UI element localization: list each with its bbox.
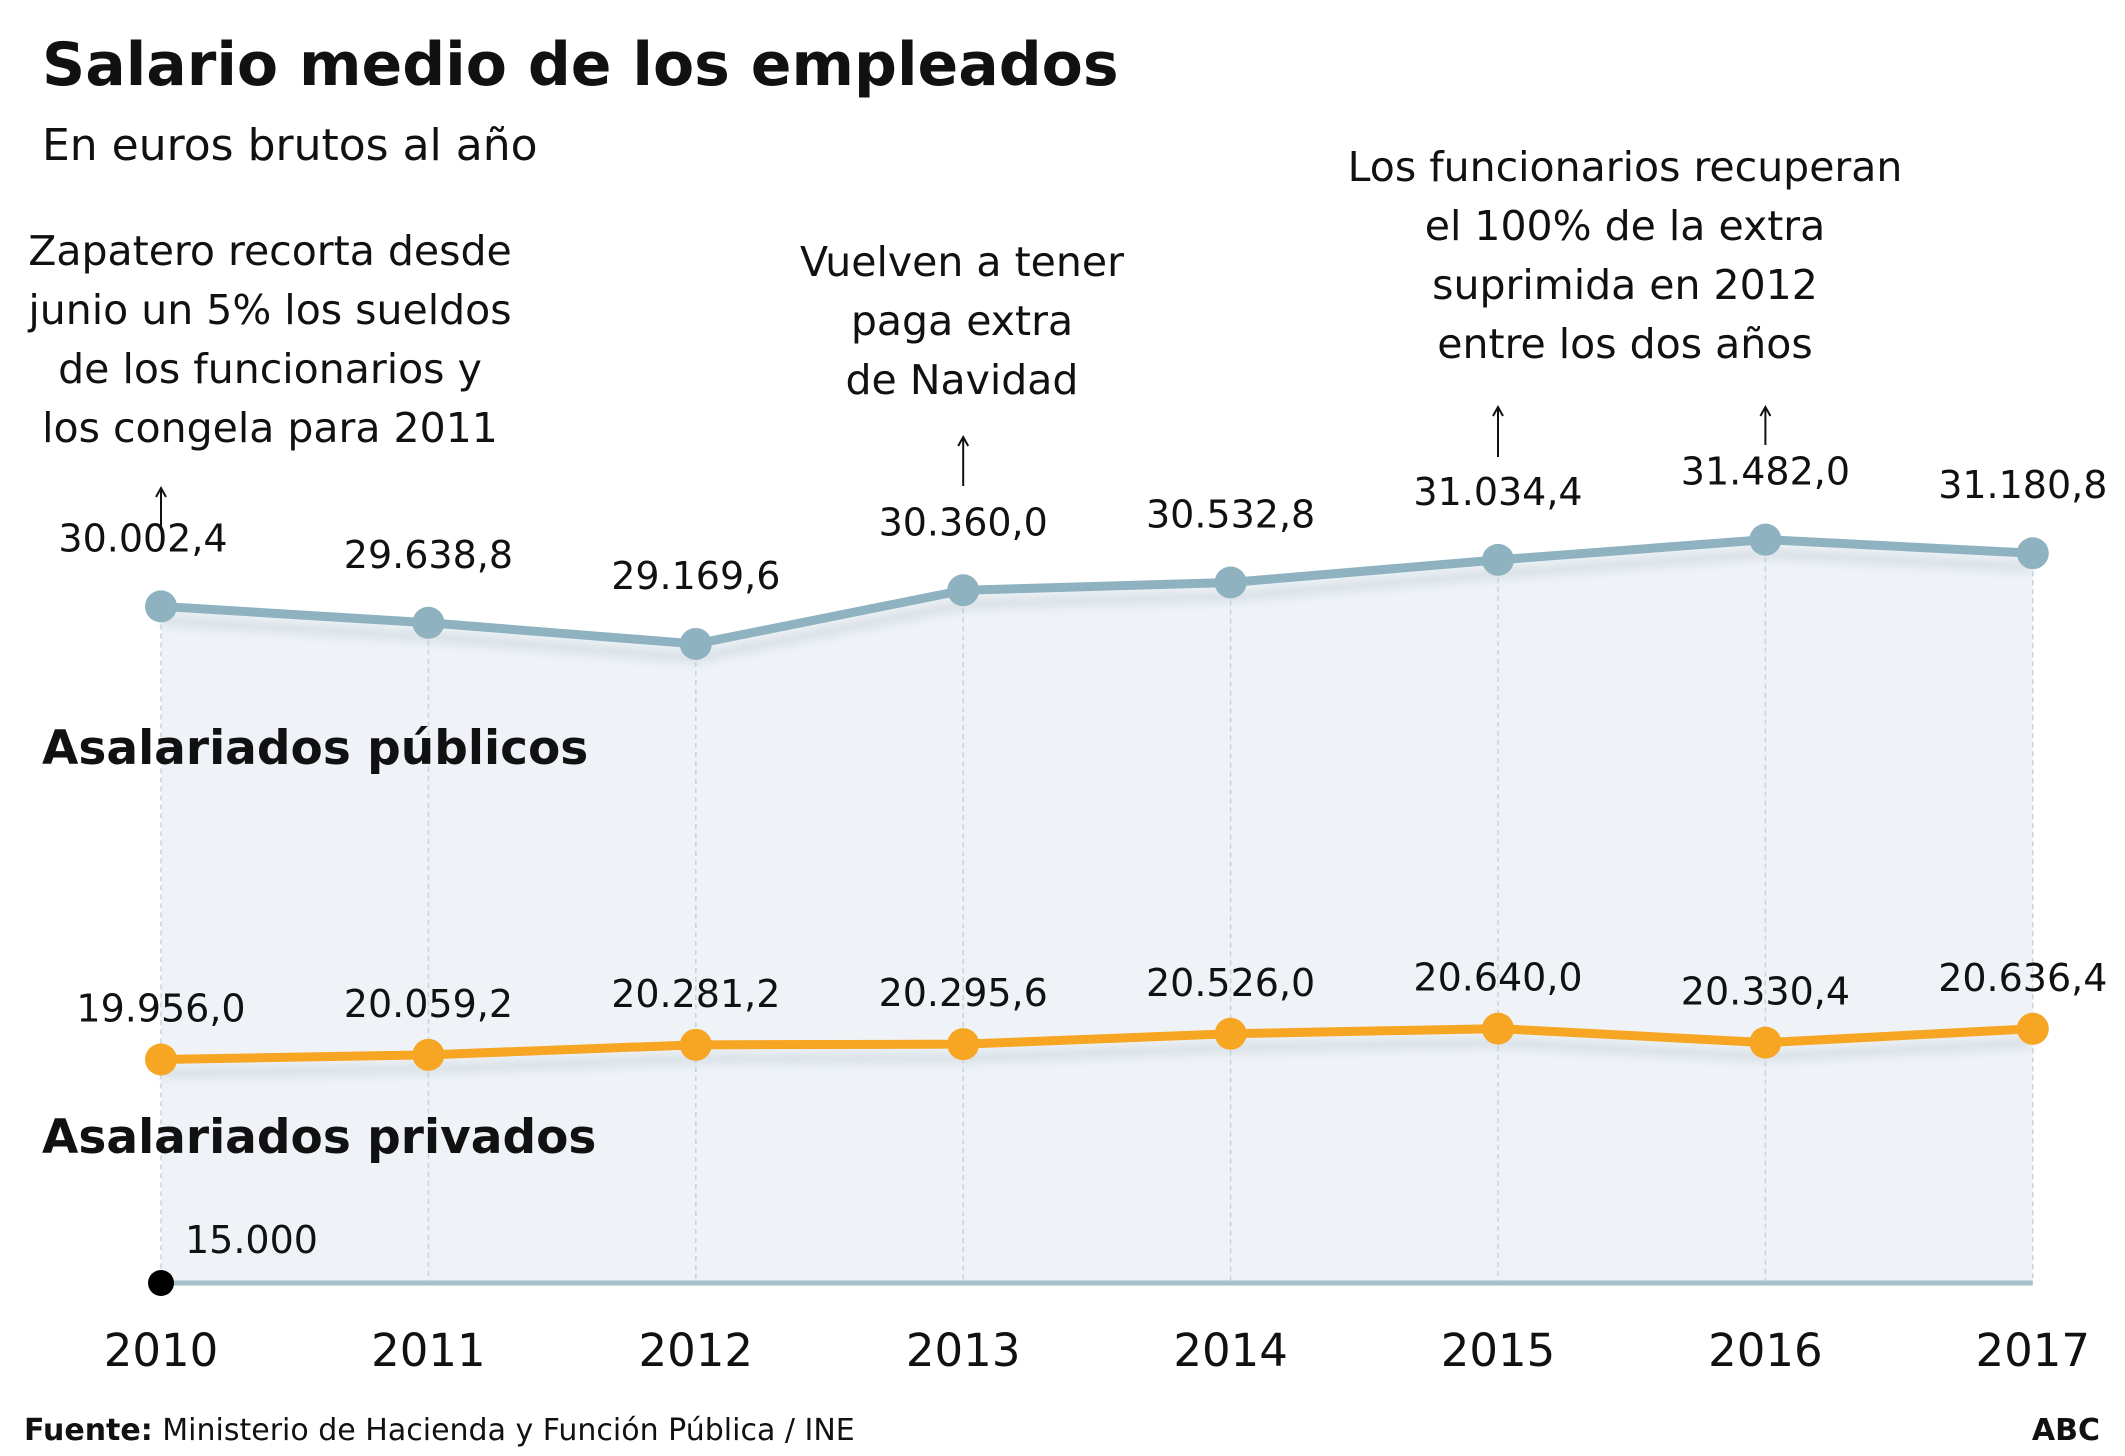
x-tick-2010: 2010 [104, 1324, 219, 1377]
data-label-0-2017: 31.180,8 [1938, 463, 2107, 507]
data-point-1-2012 [679, 1028, 712, 1061]
series-label-private: Asalariados privados [42, 1110, 596, 1165]
series-line-1 [160, 1024, 2034, 1064]
data-label-1-2012: 20.281,2 [611, 972, 780, 1016]
data-label-0-2011: 29.638,8 [344, 533, 513, 577]
data-label-0-2012: 29.169,6 [611, 554, 780, 598]
data-point-1-2013 [947, 1028, 980, 1061]
annotation-0-line-0: Zapatero recorta desde [28, 227, 512, 275]
x-tick-2015: 2015 [1441, 1324, 1556, 1377]
annotation-1-line-1: paga extra [851, 297, 1073, 345]
data-point-0-2010 [145, 590, 177, 623]
data-label-1-2016: 20.330,4 [1681, 970, 1850, 1014]
series-line-0 [160, 535, 2034, 649]
source-label: Fuente: [24, 1413, 153, 1448]
annotation-2-line-2: suprimida en 2012 [1432, 261, 1818, 309]
x-tick-2011: 2011 [371, 1324, 486, 1377]
area-fill [161, 539, 2033, 1283]
annotation-2-line-1: el 100% de la extra [1425, 202, 1826, 250]
data-label-1-2014: 20.526,0 [1146, 961, 1315, 1005]
source-text: Ministerio de Hacienda y Función Pública… [153, 1413, 855, 1448]
data-point-0-2014 [1214, 566, 1247, 599]
series-shadow-0 [160, 548, 2034, 663]
data-point-1-2011 [412, 1038, 445, 1071]
data-label-0-2016: 31.482,0 [1681, 450, 1850, 494]
series-label-public: Asalariados públicos [42, 721, 588, 776]
data-label-1-2010: 19.956,0 [76, 986, 245, 1030]
data-label-1-2013: 20.295,6 [879, 971, 1048, 1015]
arrow-head-icon [1759, 404, 1772, 417]
data-point-0-2011 [412, 606, 445, 639]
arrow-head-icon [957, 434, 970, 447]
data-point-0-2013 [947, 574, 980, 607]
data-label-0-2015: 31.034,4 [1413, 470, 1582, 514]
data-label-0-2014: 30.532,8 [1146, 492, 1315, 536]
x-tick-2017: 2017 [1976, 1324, 2091, 1377]
data-point-1-2015 [1482, 1012, 1514, 1045]
chart-title: Salario medio de los empleados [42, 30, 1119, 100]
data-point-1-2017 [2016, 1012, 2049, 1045]
x-tick-2014: 2014 [1173, 1324, 1288, 1377]
data-point-0-2012 [679, 627, 712, 660]
data-label-0-2010: 30.002,4 [58, 516, 227, 560]
data-label-1-2015: 20.640,0 [1413, 956, 1582, 1000]
data-point-1-2016 [1749, 1026, 1782, 1059]
baseline-label: 15.000 [185, 1218, 318, 1262]
data-point-0-2015 [1482, 543, 1514, 576]
arrow-head-icon [155, 485, 167, 498]
x-tick-2016: 2016 [1708, 1324, 1823, 1377]
annotation-0-line-3: los congela para 2011 [42, 404, 498, 452]
annotation-0-line-2: de los funcionarios y [58, 345, 482, 393]
arrow-head-icon [1492, 404, 1504, 417]
baseline-dot [148, 1270, 174, 1296]
annotation-1-line-0: Vuelven a tener [800, 238, 1124, 286]
data-point-0-2017 [2016, 537, 2049, 570]
data-label-1-2017: 20.636,4 [1938, 956, 2107, 1000]
brand-logo: ABC [2032, 1413, 2100, 1448]
data-point-1-2010 [145, 1043, 177, 1076]
data-label-1-2011: 20.059,2 [344, 982, 513, 1026]
data-point-1-2014 [1214, 1017, 1247, 1050]
chart-subtitle: En euros brutos al año [42, 120, 538, 171]
annotation-2-line-3: entre los dos años [1437, 320, 1812, 368]
x-tick-2013: 2013 [906, 1324, 1021, 1377]
annotation-1-line-2: de Navidad [846, 356, 1079, 404]
annotation-2-line-0: Los funcionarios recuperan [1348, 143, 1903, 191]
footer-source: Fuente: Ministerio de Hacienda y Función… [24, 1413, 855, 1448]
data-label-0-2013: 30.360,0 [879, 500, 1048, 544]
x-tick-2012: 2012 [639, 1324, 754, 1377]
annotation-0-line-1: junio un 5% los sueldos [27, 286, 511, 334]
data-point-0-2016 [1749, 523, 1782, 556]
series-shadow-1 [160, 1037, 2034, 1079]
